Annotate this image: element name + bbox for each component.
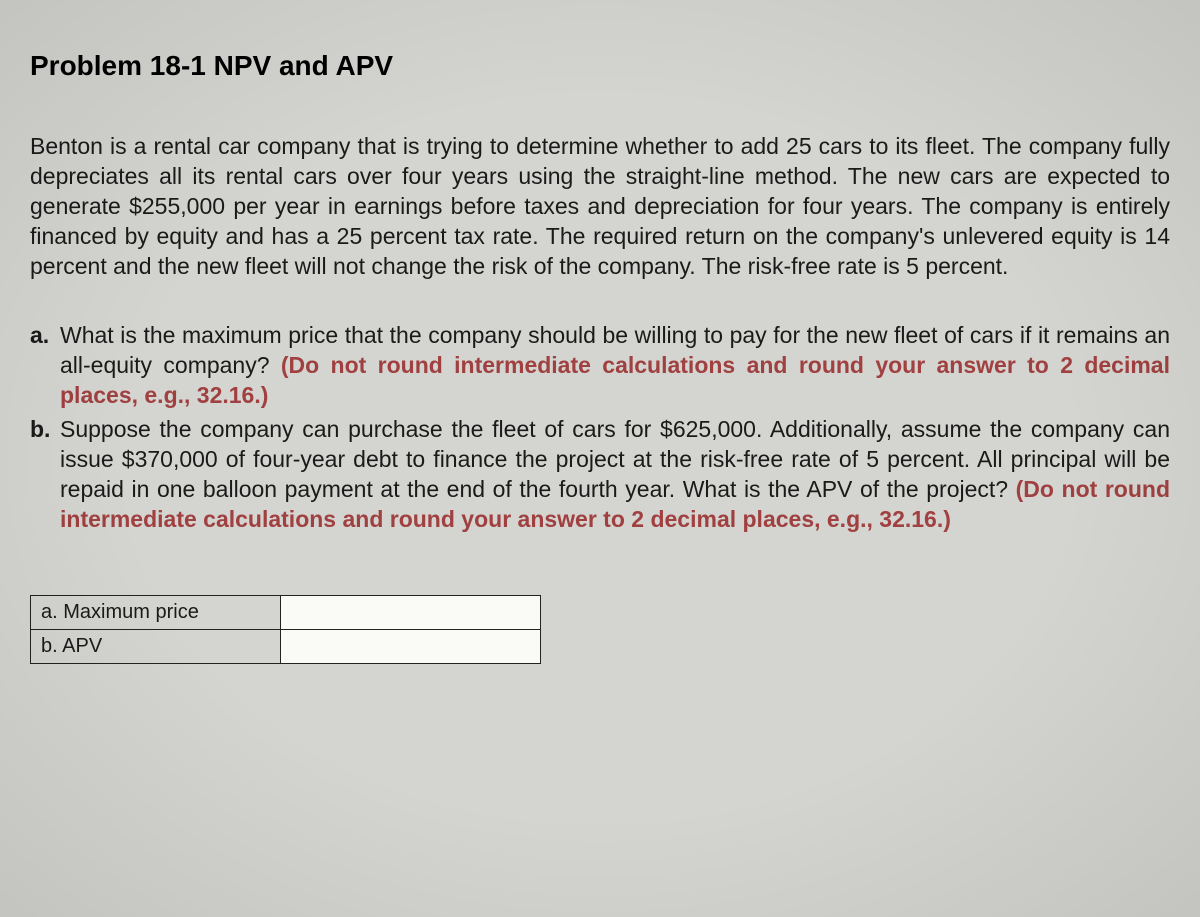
table-row: b. APV bbox=[31, 629, 541, 663]
problem-intro: Benton is a rental car company that is t… bbox=[30, 132, 1170, 281]
problem-title: Problem 18-1 NPV and APV bbox=[30, 50, 1170, 82]
question-b-body: Suppose the company can purchase the fle… bbox=[60, 415, 1170, 535]
row-a-input-cell bbox=[281, 595, 541, 629]
row-a-label: a. Maximum price bbox=[31, 595, 281, 629]
apv-input[interactable] bbox=[291, 634, 530, 659]
answer-table: a. Maximum price b. APV bbox=[30, 595, 541, 664]
question-b-marker: b. bbox=[30, 415, 60, 535]
problem-page: Problem 18-1 NPV and APV Benton is a ren… bbox=[0, 0, 1200, 694]
question-list: a. What is the maximum price that the co… bbox=[30, 321, 1170, 534]
row-b-input-cell bbox=[281, 629, 541, 663]
question-a-marker: a. bbox=[30, 321, 60, 411]
question-a-body: What is the maximum price that the compa… bbox=[60, 321, 1170, 411]
table-row: a. Maximum price bbox=[31, 595, 541, 629]
row-b-label: b. APV bbox=[31, 629, 281, 663]
question-a: a. What is the maximum price that the co… bbox=[30, 321, 1170, 411]
maximum-price-input[interactable] bbox=[291, 600, 530, 625]
question-b-text: Suppose the company can purchase the fle… bbox=[60, 416, 1170, 502]
question-b: b. Suppose the company can purchase the … bbox=[30, 415, 1170, 535]
